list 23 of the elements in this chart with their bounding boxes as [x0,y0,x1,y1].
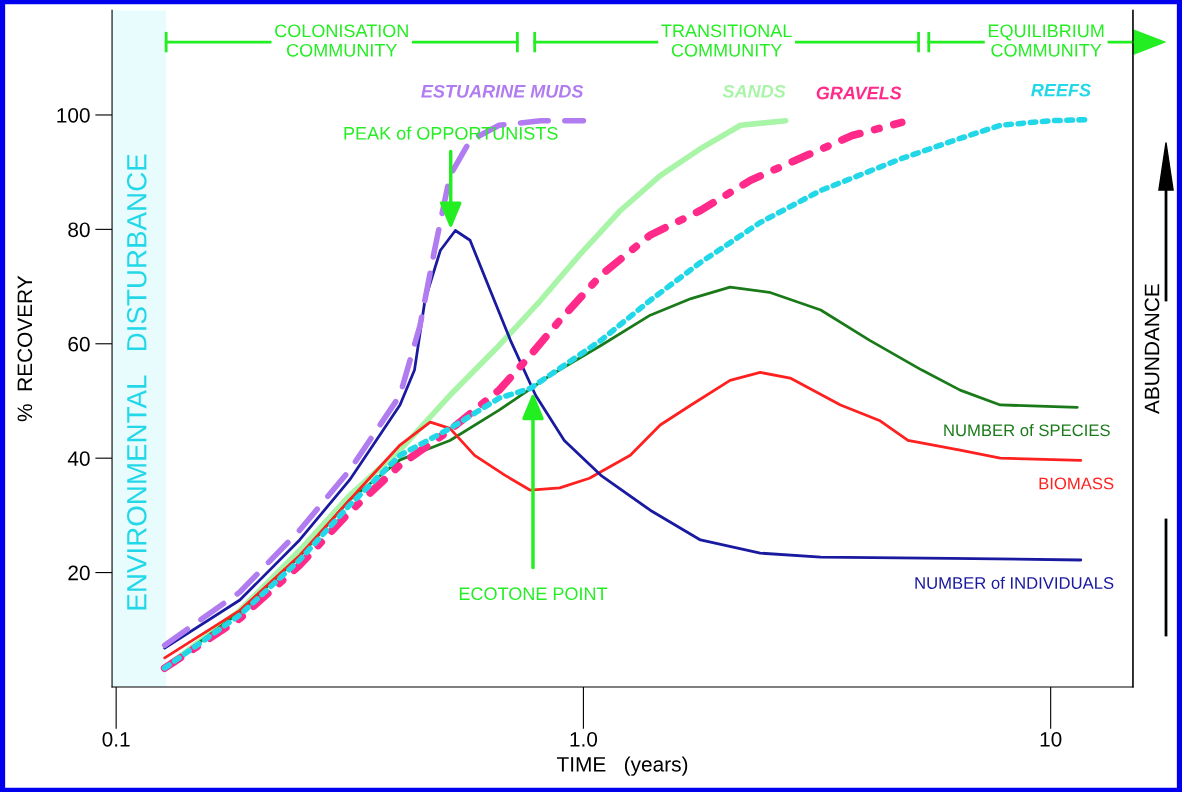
x-axis-title: TIME (years) [557,756,688,776]
y-tick-label: 40 [67,451,90,466]
annotation: TRANSITIONAL COMMUNITY [661,24,792,57]
series-label: REEFS [1031,83,1091,97]
annotation: EQUILIBRIUM COMMUNITY [988,24,1104,57]
series-label: BIOMASS [1039,477,1114,490]
y-axis-title: % RECOVERY [17,275,33,422]
x-tick-label: 10 [1040,731,1062,747]
series-label: ESTUARINE MUDS [421,84,584,98]
series-label: SANDS [722,84,786,98]
y-tick-label: 20 [68,565,90,581]
series-label: NUMBER of INDIVIDUALS [915,576,1114,589]
series-label: NUMBER of SPECIES [944,423,1110,437]
x-tick-label: 0.1 [102,731,130,747]
y-tick-label: 100 [57,107,90,123]
band-label: ENVIRONMENTAL DISTURBANCE [126,154,147,610]
series-label: GRAVELS [816,86,902,100]
x-tick-label: 1.0 [570,731,598,747]
y2-axis-title: ABUNDANCE [1144,284,1160,414]
y-tick-label: 60 [68,336,90,352]
annotation: COLONISATION COMMUNITY [275,24,408,57]
annotation: ECOTONE POINT [459,587,608,601]
y-tick-label: 80 [68,222,90,238]
